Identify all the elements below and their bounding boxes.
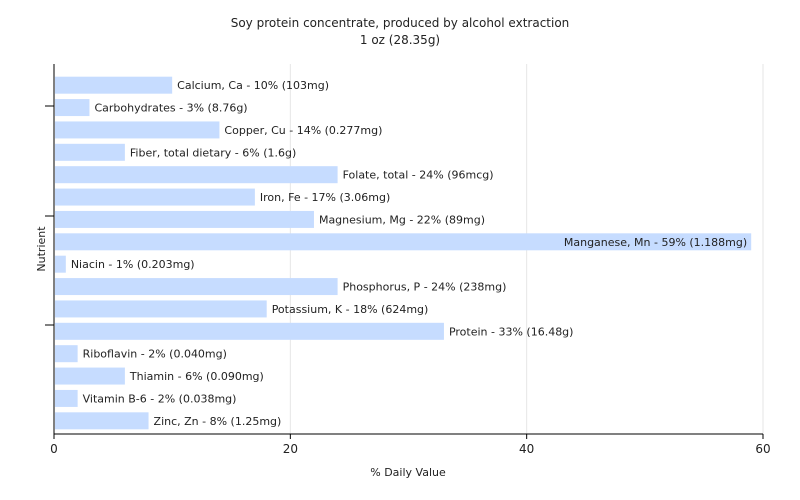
bar	[55, 188, 255, 206]
bar-label: Iron, Fe - 17% (3.06mg)	[260, 191, 390, 204]
x-tick-label: 0	[50, 442, 58, 456]
bar	[55, 367, 125, 385]
bar-label: Magnesium, Mg - 22% (89mg)	[319, 213, 485, 226]
bar-label: Carbohydrates - 3% (8.76g)	[94, 102, 247, 115]
bar-labels: Calcium, Ca - 10% (103mg) Carbohydrates -…	[71, 79, 747, 428]
bar	[55, 210, 314, 228]
x-tick-label: 60	[755, 442, 770, 456]
bars	[55, 76, 752, 430]
axes: 0 20 40 60	[45, 64, 771, 456]
bar	[55, 412, 149, 430]
bar-label: Folate, total - 24% (96mcg)	[343, 169, 494, 182]
bar	[55, 300, 267, 318]
x-tick-label: 20	[283, 442, 298, 456]
bar-label: Phosphorus, P - 24% (238mg)	[343, 281, 507, 294]
bar-label: Copper, Cu - 14% (0.277mg)	[224, 124, 382, 137]
bar-label: Protein - 33% (16.48g)	[449, 325, 574, 338]
bar	[55, 278, 338, 296]
bar-label: Potassium, K - 18% (624mg)	[272, 303, 429, 316]
chart-subtitle: 1 oz (28.35g)	[360, 33, 440, 47]
bar-label: Vitamin B-6 - 2% (0.038mg)	[83, 392, 237, 405]
chart-title: Soy protein concentrate, produced by alc…	[231, 16, 570, 30]
bar-label: Riboflavin - 2% (0.040mg)	[83, 348, 227, 361]
x-axis-label: % Daily Value	[370, 466, 446, 479]
bar-label: Manganese, Mn - 59% (1.188mg)	[564, 236, 747, 249]
bar-label: Calcium, Ca - 10% (103mg)	[177, 79, 329, 92]
bar-label: Niacin - 1% (0.203mg)	[71, 258, 195, 271]
bar	[55, 233, 752, 251]
bar-label: Thiamin - 6% (0.090mg)	[129, 370, 264, 383]
bar	[55, 389, 78, 407]
y-axis-label: Nutrient	[35, 226, 48, 272]
bar	[55, 166, 338, 184]
bar	[55, 121, 220, 139]
bar-label: Zinc, Zn - 8% (1.25mg)	[154, 415, 282, 428]
bar	[55, 255, 66, 273]
x-tick-label: 40	[519, 442, 534, 456]
bar	[55, 345, 78, 363]
bar	[55, 99, 90, 117]
bar-label: Fiber, total dietary - 6% (1.6g)	[130, 146, 296, 159]
bar	[55, 143, 125, 161]
bar	[55, 322, 444, 340]
bar	[55, 76, 173, 94]
